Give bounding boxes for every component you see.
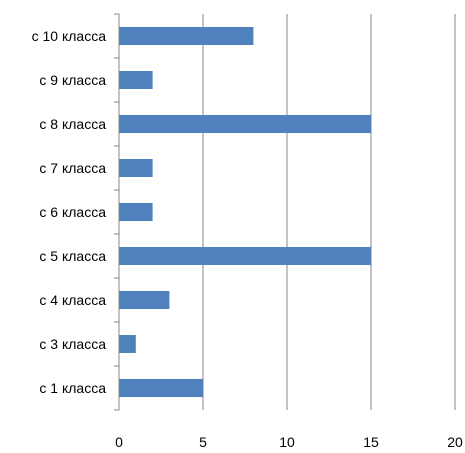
x-tick-label: 0 xyxy=(115,434,123,450)
x-tick-labels: 0 5 10 15 20 xyxy=(115,434,463,450)
bar xyxy=(119,159,153,177)
axes xyxy=(114,13,120,411)
bar xyxy=(119,247,371,265)
bar xyxy=(119,203,153,221)
category-label: с 9 класса xyxy=(39,72,106,88)
category-label: с 1 класса xyxy=(39,380,106,396)
x-tick-label: 5 xyxy=(199,434,207,450)
bar xyxy=(119,291,170,309)
bar xyxy=(119,335,136,353)
category-label: с 3 класса xyxy=(39,336,106,352)
category-label: с 8 класса xyxy=(39,116,106,132)
category-labels: с 10 класса с 9 класса с 8 класса с 7 класс… xyxy=(32,28,107,396)
category-label: с 10 класса xyxy=(32,28,107,44)
bars xyxy=(119,27,371,397)
x-tick-label: 10 xyxy=(279,434,295,450)
category-label: с 7 класса xyxy=(39,160,106,176)
category-label: с 5 класса xyxy=(39,248,106,264)
bar xyxy=(119,27,254,45)
gridlines xyxy=(202,14,456,410)
bar xyxy=(119,71,153,89)
category-label: с 4 класса xyxy=(39,292,106,308)
x-tick-label: 20 xyxy=(447,434,463,450)
x-tick-label: 15 xyxy=(363,434,379,450)
category-label: с 6 класса xyxy=(39,204,106,220)
bar xyxy=(119,115,371,133)
bar xyxy=(119,379,203,397)
